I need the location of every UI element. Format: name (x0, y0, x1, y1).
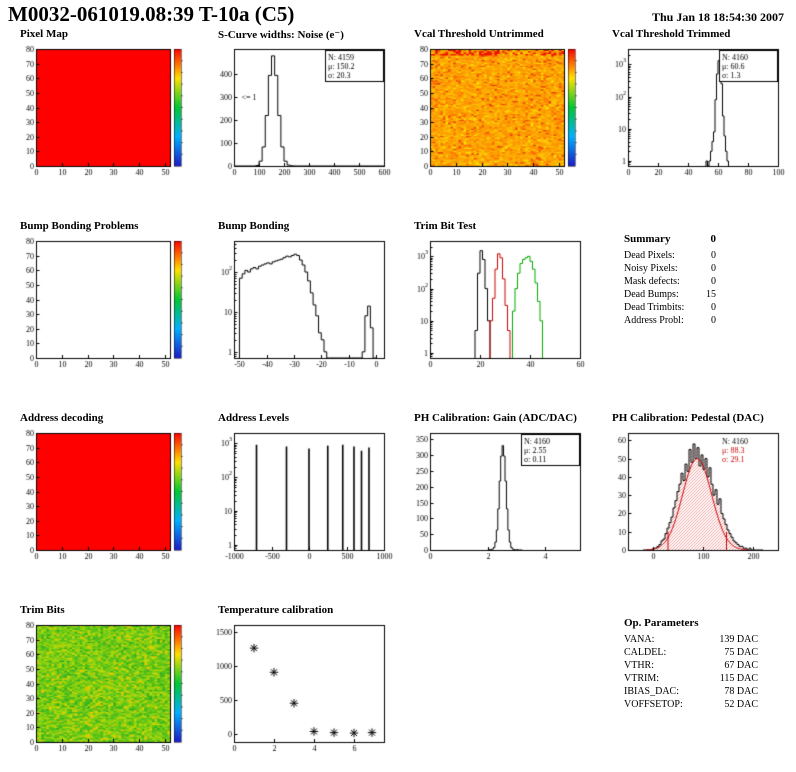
chart-title: Trim Bit Test (414, 220, 477, 232)
chart-cell-bump-problems: Bump Bonding Problems (6, 220, 202, 392)
chart-cell-ph-gain: PH Calibration: Gain (ADC/DAC) (400, 412, 596, 584)
chart-title: S-Curve widths: Noise (e⁻) (218, 29, 344, 41)
summary-row-value: 0 (711, 302, 716, 313)
chart-title: Vcal Threshold Untrimmed (414, 28, 544, 40)
summary-row: Noisy Pixels: 0 (624, 262, 716, 275)
op-parameter-label: CALDEL: (624, 647, 667, 658)
chart-title: Address decoding (20, 412, 104, 424)
op-parameters-heading: Op. Parameters (624, 617, 699, 629)
summary-panel: Summary 0 Dead Pixels: 0 Noisy Pixels: 0… (624, 232, 716, 327)
summary-row-label: Noisy Pixels: (624, 263, 678, 274)
vcal-untrimmed-canvas (400, 42, 590, 182)
chart-cell-ph-pedestal: PH Calibration: Pedestal (DAC) (598, 412, 794, 584)
op-parameter-row: VTRIM: 115 DAC (624, 672, 758, 685)
op-parameter-row: VTHR: 67 DAC (624, 659, 758, 672)
chart-cell-temperature-calibration: Temperature calibration (204, 604, 400, 772)
summary-row-value: 0 (711, 263, 716, 274)
op-parameter-row: CALDEL: 75 DAC (624, 646, 758, 659)
ph-pedestal-canvas (598, 426, 788, 566)
summary-row-label: Mask defects: (624, 276, 680, 287)
op-parameter-label: IBIAS_DAC: (624, 686, 680, 697)
chart-cell-pixel-map: Pixel Map (6, 28, 202, 200)
chart-title: Bump Bonding (218, 220, 290, 232)
chart-title: Temperature calibration (218, 604, 334, 616)
chart-cell-address-levels: Address Levels (204, 412, 400, 584)
op-parameter-row: VANA: 139 DAC (624, 633, 758, 646)
page-title: M0032-061019.08:39 T-10a (C5) (8, 2, 295, 26)
bump-problems-canvas (6, 234, 196, 374)
address-levels-canvas (204, 426, 394, 566)
chart-title: PH Calibration: Gain (ADC/DAC) (414, 412, 577, 424)
ph-gain-canvas (400, 426, 590, 566)
op-parameters-heading-row: Op. Parameters (624, 616, 758, 631)
chart-cell-vcal-untrimmed: Vcal Threshold Untrimmed (400, 28, 596, 200)
summary-row-label: Address Probl: (624, 315, 684, 326)
summary-row: Address Probl: 0 (624, 314, 716, 327)
vcal-trimmed-canvas (598, 42, 788, 182)
op-parameter-value: 67 DAC (724, 660, 758, 671)
op-parameters-panel: Op. Parameters VANA: 139 DAC CALDEL: 75 … (624, 616, 758, 711)
chart-cell-trim-bit-test: Trim Bit Test (400, 220, 596, 392)
chart-title: Bump Bonding Problems (20, 220, 139, 232)
summary-heading-row: Summary 0 (624, 232, 716, 247)
summary-row-label: Dead Trimbits: (624, 302, 685, 313)
summary-row-value: 0 (711, 250, 716, 261)
trim-bits-canvas (6, 618, 196, 758)
op-parameter-value: 139 DAC (719, 634, 758, 645)
op-parameter-value: 75 DAC (724, 647, 758, 658)
summary-row: Dead Trimbits: 0 (624, 301, 716, 314)
chart-cell-trim-bits: Trim Bits (6, 604, 202, 772)
op-parameter-value: 52 DAC (724, 699, 758, 710)
op-parameter-row: IBIAS_DAC: 78 DAC (624, 685, 758, 698)
op-parameter-label: VTHR: (624, 660, 654, 671)
summary-row: Mask defects: 0 (624, 275, 716, 288)
chart-cell-address-decoding: Address decoding (6, 412, 202, 584)
chart-cell-scurve-noise: S-Curve widths: Noise (e⁻) (204, 28, 400, 200)
op-parameter-label: VTRIM: (624, 673, 659, 684)
scurve-noise-canvas (204, 42, 394, 182)
summary-row: Dead Bumps: 15 (624, 288, 716, 301)
chart-title: Vcal Threshold Trimmed (612, 28, 731, 40)
summary-heading-value: 0 (710, 233, 717, 245)
chart-cell-bump-bonding: Bump Bonding (204, 220, 400, 392)
chart-title: Address Levels (218, 412, 289, 424)
op-parameter-value: 115 DAC (719, 673, 758, 684)
page-date: Thu Jan 18 18:54:30 2007 (651, 10, 784, 24)
summary-row-value: 15 (706, 289, 716, 300)
op-parameter-value: 78 DAC (724, 686, 758, 697)
summary-row: Dead Pixels: 0 (624, 249, 716, 262)
summary-row-value: 0 (711, 276, 716, 287)
address-decoding-canvas (6, 426, 196, 566)
summary-heading: Summary (624, 233, 671, 245)
chart-title: Trim Bits (20, 604, 65, 616)
summary-row-value: 0 (711, 315, 716, 326)
chart-title: PH Calibration: Pedestal (DAC) (612, 412, 764, 424)
op-parameter-label: VANA: (624, 634, 655, 645)
op-parameter-row: VOFFSETOP: 52 DAC (624, 698, 758, 711)
summary-row-label: Dead Bumps: (624, 289, 679, 300)
chart-cell-vcal-trimmed: Vcal Threshold Trimmed (598, 28, 794, 200)
temperature-calibration-canvas (204, 618, 394, 758)
trim-bit-test-canvas (400, 234, 590, 374)
chart-title: Pixel Map (20, 28, 68, 40)
summary-row-label: Dead Pixels: (624, 250, 675, 261)
bump-bonding-canvas (204, 234, 394, 374)
op-parameter-label: VOFFSETOP: (624, 699, 683, 710)
pixel-map-canvas (6, 42, 196, 182)
